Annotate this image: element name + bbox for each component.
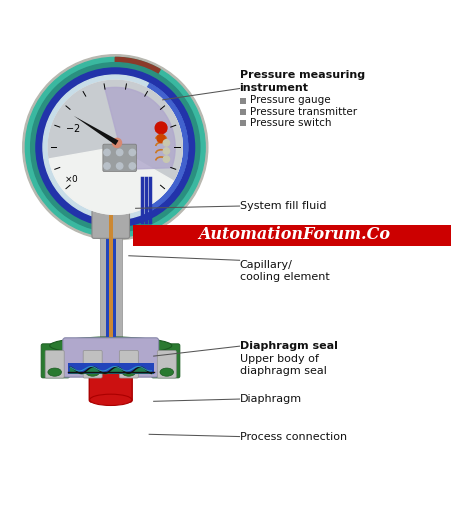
Circle shape [163,140,169,146]
Circle shape [36,68,194,227]
FancyBboxPatch shape [157,350,176,378]
Text: Capillary/: Capillary/ [239,260,292,270]
Text: Process connection: Process connection [239,431,346,442]
Circle shape [104,163,110,169]
Bar [100,233,121,337]
FancyBboxPatch shape [151,344,179,378]
Circle shape [163,148,169,154]
Circle shape [31,63,199,232]
Ellipse shape [122,368,135,376]
Text: $-2$: $-2$ [65,122,80,134]
Bar [239,120,245,126]
FancyBboxPatch shape [89,364,132,402]
Circle shape [163,156,169,162]
Bar [109,215,113,337]
Ellipse shape [48,368,61,376]
Ellipse shape [86,368,99,376]
Text: System fill fluid: System fill fluid [239,201,325,211]
Text: Pressure transmitter: Pressure transmitter [249,106,356,117]
Polygon shape [49,147,173,214]
Bar [68,363,153,374]
Ellipse shape [50,337,171,354]
Text: Pressure switch: Pressure switch [249,118,330,128]
Circle shape [25,57,205,237]
Circle shape [155,122,166,134]
Circle shape [104,149,110,156]
Circle shape [23,55,207,240]
Wedge shape [115,57,160,147]
Circle shape [156,134,165,142]
Text: instrument: instrument [239,83,308,93]
Bar [106,233,115,337]
FancyBboxPatch shape [41,344,69,378]
FancyBboxPatch shape [83,350,102,378]
Circle shape [129,163,135,169]
Circle shape [116,149,123,156]
Polygon shape [105,87,175,169]
Text: Upper body of: Upper body of [239,354,318,364]
Text: cooling element: cooling element [239,272,329,282]
Ellipse shape [160,368,173,376]
Polygon shape [48,80,182,181]
Bar [239,109,245,115]
Circle shape [43,75,187,220]
Bar [133,225,451,246]
FancyBboxPatch shape [45,350,64,378]
Ellipse shape [89,394,132,406]
Circle shape [129,149,135,156]
FancyBboxPatch shape [63,338,158,377]
FancyBboxPatch shape [103,144,136,171]
Text: diaphragm seal: diaphragm seal [239,367,326,377]
Text: AutomationForum.Co: AutomationForum.Co [198,226,389,243]
Text: Pressure gauge: Pressure gauge [249,95,329,105]
Circle shape [112,138,121,148]
Text: $\times 0$: $\times 0$ [64,172,78,184]
FancyBboxPatch shape [92,210,129,238]
Text: Pressure measuring: Pressure measuring [239,70,364,80]
Text: Diaphragm seal: Diaphragm seal [239,341,337,351]
Text: Diaphragm: Diaphragm [239,394,301,404]
Polygon shape [74,116,118,145]
Bar [239,97,245,104]
Circle shape [48,80,182,214]
FancyBboxPatch shape [119,350,138,378]
Circle shape [116,163,123,169]
